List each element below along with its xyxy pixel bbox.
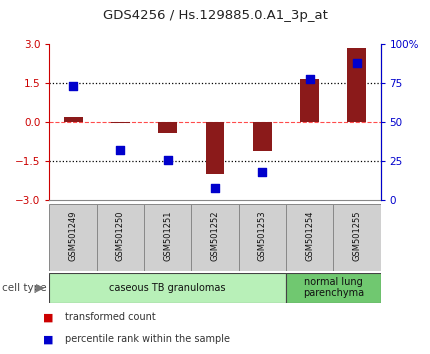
Text: ■: ■ xyxy=(43,334,53,344)
Point xyxy=(164,157,171,162)
Bar xyxy=(97,204,144,271)
Bar xyxy=(49,204,97,271)
Text: GSM501251: GSM501251 xyxy=(163,211,172,261)
Point xyxy=(70,84,77,89)
Text: transformed count: transformed count xyxy=(64,312,155,322)
Text: ■: ■ xyxy=(43,312,53,322)
Bar xyxy=(64,117,83,122)
Text: GDS4256 / Hs.129885.0.A1_3p_at: GDS4256 / Hs.129885.0.A1_3p_at xyxy=(103,10,327,22)
Bar xyxy=(286,273,381,303)
Bar xyxy=(333,204,381,271)
Text: GSM501250: GSM501250 xyxy=(116,211,125,261)
Text: GSM501252: GSM501252 xyxy=(211,211,219,261)
Text: GSM501249: GSM501249 xyxy=(69,211,77,261)
Bar xyxy=(206,122,224,174)
Text: GSM501255: GSM501255 xyxy=(353,211,361,261)
Text: percentile rank within the sample: percentile rank within the sample xyxy=(64,334,230,344)
Bar xyxy=(239,204,286,271)
Text: ▶: ▶ xyxy=(36,282,44,293)
Bar xyxy=(253,122,272,151)
Bar xyxy=(144,204,191,271)
Bar xyxy=(191,204,239,271)
Text: caseous TB granulomas: caseous TB granulomas xyxy=(110,282,226,293)
Bar xyxy=(286,204,333,271)
Bar xyxy=(347,48,366,122)
Bar xyxy=(49,273,286,303)
Text: cell type: cell type xyxy=(2,282,47,293)
Bar xyxy=(158,122,177,132)
Text: GSM501253: GSM501253 xyxy=(258,211,267,261)
Text: normal lung
parenchyma: normal lung parenchyma xyxy=(303,277,364,298)
Point xyxy=(306,76,313,81)
Point xyxy=(353,60,360,66)
Point xyxy=(212,185,218,190)
Bar xyxy=(300,79,319,122)
Text: GSM501254: GSM501254 xyxy=(305,211,314,261)
Point xyxy=(259,169,266,175)
Bar xyxy=(111,122,130,124)
Point xyxy=(117,147,124,153)
